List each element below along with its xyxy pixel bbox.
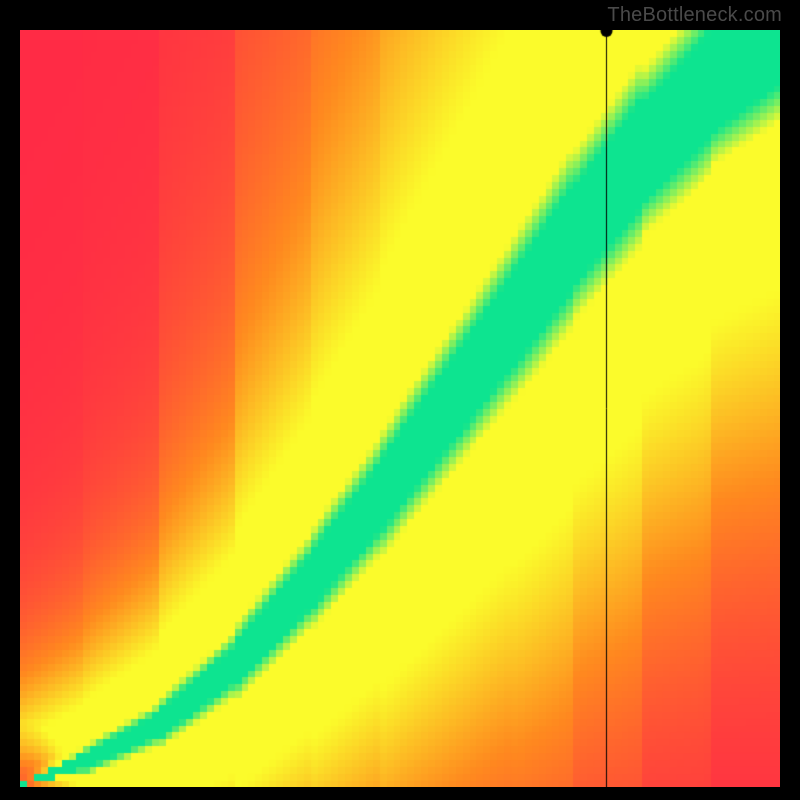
bottleneck-heatmap [20,30,780,787]
watermark-text: TheBottleneck.com [607,4,782,27]
